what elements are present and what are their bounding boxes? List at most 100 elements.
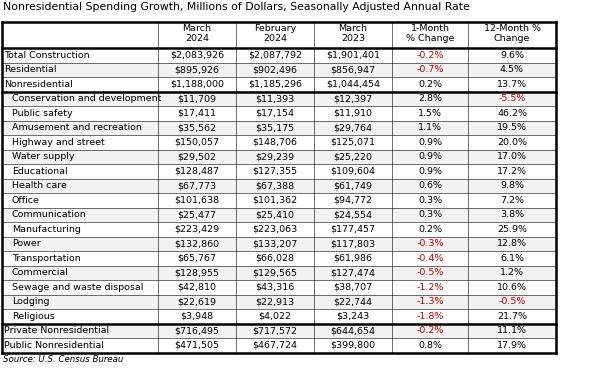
Text: $471,505: $471,505	[175, 341, 220, 350]
Text: 9.6%: 9.6%	[500, 51, 524, 60]
Bar	[2, 164, 556, 179]
Bar	[2, 295, 556, 309]
Text: March
2023: March 2023	[338, 24, 367, 44]
Text: Nonresidential Spending Growth, Millions of Dollars, Seasonally Adjusted Annual : Nonresidential Spending Growth, Millions…	[3, 2, 470, 12]
Text: $65,767: $65,767	[178, 254, 217, 263]
Text: 13.7%: 13.7%	[497, 80, 527, 89]
Bar	[2, 62, 556, 77]
Bar	[2, 236, 556, 251]
Text: $125,071: $125,071	[331, 138, 376, 147]
Bar	[2, 266, 556, 280]
Text: Amusement and recreation: Amusement and recreation	[12, 123, 142, 132]
Text: 0.2%: 0.2%	[418, 225, 442, 234]
Text: 0.9%: 0.9%	[418, 152, 442, 161]
Text: 0.8%: 0.8%	[418, 341, 442, 350]
Text: $29,502: $29,502	[178, 152, 217, 161]
Text: 21.7%: 21.7%	[497, 312, 527, 321]
Text: $902,496: $902,496	[253, 65, 298, 74]
Text: 10.6%: 10.6%	[497, 283, 527, 292]
Text: Lodging: Lodging	[12, 297, 49, 306]
Text: $29,239: $29,239	[256, 152, 295, 161]
Text: Residential: Residential	[4, 65, 56, 74]
Text: Water supply: Water supply	[12, 152, 74, 161]
Bar	[2, 149, 556, 164]
Bar	[2, 280, 556, 295]
Text: 1.5%: 1.5%	[418, 109, 442, 118]
Text: $67,773: $67,773	[178, 181, 217, 190]
Text: $61,749: $61,749	[334, 181, 373, 190]
Bar	[2, 77, 556, 92]
Text: Sewage and waste disposal: Sewage and waste disposal	[12, 283, 143, 292]
Text: Transportation: Transportation	[12, 254, 81, 263]
Text: Health care: Health care	[12, 181, 67, 190]
Text: $399,800: $399,800	[331, 341, 376, 350]
Text: Total Construction: Total Construction	[4, 51, 89, 60]
Text: 0.9%: 0.9%	[418, 167, 442, 176]
Text: $4,022: $4,022	[259, 312, 292, 321]
Text: March
2024: March 2024	[182, 24, 212, 44]
Text: -0.2%: -0.2%	[416, 326, 443, 335]
Text: 0.6%: 0.6%	[418, 181, 442, 190]
Text: $101,362: $101,362	[253, 196, 298, 205]
Text: $12,397: $12,397	[334, 94, 373, 103]
Text: 2.8%: 2.8%	[418, 94, 442, 103]
Bar	[2, 338, 556, 353]
Text: $94,772: $94,772	[334, 196, 373, 205]
Text: $42,810: $42,810	[178, 283, 217, 292]
Text: 19.5%: 19.5%	[497, 123, 527, 132]
Text: $129,565: $129,565	[253, 268, 298, 277]
Text: $177,457: $177,457	[331, 225, 376, 234]
Text: Religious: Religious	[12, 312, 55, 321]
Text: -1.2%: -1.2%	[416, 283, 443, 292]
Text: 17.0%: 17.0%	[497, 152, 527, 161]
Text: 1-Month
% Change: 1-Month % Change	[406, 24, 454, 44]
Text: Communication: Communication	[12, 210, 87, 219]
Text: -1.8%: -1.8%	[416, 312, 443, 321]
Text: $895,926: $895,926	[175, 65, 220, 74]
Text: $644,654: $644,654	[331, 326, 376, 335]
Text: 17.2%: 17.2%	[497, 167, 527, 176]
Text: $101,638: $101,638	[175, 196, 220, 205]
Text: $716,495: $716,495	[175, 326, 220, 335]
Text: $3,948: $3,948	[181, 312, 214, 321]
Bar	[2, 121, 556, 135]
Bar	[2, 251, 556, 266]
Text: Private Nonresidential: Private Nonresidential	[4, 326, 109, 335]
Text: -0.5%: -0.5%	[499, 297, 526, 306]
Text: $3,243: $3,243	[337, 312, 370, 321]
Text: 12-Month %
Change: 12-Month % Change	[484, 24, 541, 44]
Text: $1,188,000: $1,188,000	[170, 80, 224, 89]
Text: $127,474: $127,474	[331, 268, 376, 277]
Text: $2,083,926: $2,083,926	[170, 51, 224, 60]
Text: 0.9%: 0.9%	[418, 138, 442, 147]
Text: Nonresidential: Nonresidential	[4, 80, 73, 89]
Text: $223,429: $223,429	[175, 225, 220, 234]
Text: $22,619: $22,619	[178, 297, 217, 306]
Text: -0.7%: -0.7%	[416, 65, 443, 74]
Text: 0.2%: 0.2%	[418, 80, 442, 89]
Text: -0.4%: -0.4%	[416, 254, 443, 263]
Text: Manufacturing: Manufacturing	[12, 225, 81, 234]
Text: 1.1%: 1.1%	[418, 123, 442, 132]
Text: $2,087,792: $2,087,792	[248, 51, 302, 60]
Text: $25,477: $25,477	[178, 210, 217, 219]
Text: $117,803: $117,803	[331, 239, 376, 248]
Text: 12.8%: 12.8%	[497, 239, 527, 248]
Text: $17,411: $17,411	[178, 109, 217, 118]
Text: Power: Power	[12, 239, 41, 248]
Bar	[2, 48, 556, 62]
Text: $43,316: $43,316	[256, 283, 295, 292]
Text: $856,947: $856,947	[331, 65, 376, 74]
Text: $467,724: $467,724	[253, 341, 298, 350]
Text: $17,154: $17,154	[256, 109, 295, 118]
Text: 17.9%: 17.9%	[497, 341, 527, 350]
Text: February
2024: February 2024	[254, 24, 296, 44]
Text: 6.1%: 6.1%	[500, 254, 524, 263]
Text: $38,707: $38,707	[334, 283, 373, 292]
Text: $223,063: $223,063	[253, 225, 298, 234]
Text: $29,764: $29,764	[334, 123, 373, 132]
Text: 20.0%: 20.0%	[497, 138, 527, 147]
Text: -0.2%: -0.2%	[416, 51, 443, 60]
Text: 4.5%: 4.5%	[500, 65, 524, 74]
Text: Commercial: Commercial	[12, 268, 69, 277]
